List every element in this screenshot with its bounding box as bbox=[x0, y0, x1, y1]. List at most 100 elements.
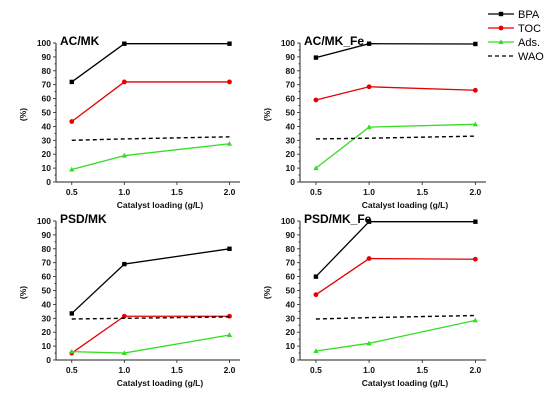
series-wao bbox=[71, 316, 230, 320]
y-tick-label: 80 bbox=[286, 66, 296, 76]
x-tick-label: 2.0 bbox=[469, 187, 481, 197]
legend-label: TOC bbox=[518, 23, 541, 35]
series-line-bpa bbox=[71, 43, 230, 83]
data-point-bpa bbox=[227, 41, 232, 46]
y-tick-label: 0 bbox=[46, 355, 51, 365]
data-point-toc bbox=[472, 256, 478, 262]
data-point-bpa bbox=[69, 311, 74, 316]
series-line-bpa bbox=[315, 221, 476, 278]
x-tick-label: 0.5 bbox=[66, 365, 78, 375]
data-point-bpa bbox=[227, 246, 232, 251]
y-tick-label: 40 bbox=[42, 299, 52, 309]
x-axis-label: Catalyst loading (g/L) bbox=[362, 378, 449, 388]
y-tick-label: 10 bbox=[42, 163, 52, 173]
data-point-toc bbox=[313, 97, 319, 103]
series-line-ads bbox=[71, 143, 230, 171]
y-tick-label: 30 bbox=[286, 313, 296, 323]
series-toc bbox=[69, 79, 232, 124]
x-tick-label: 0.5 bbox=[310, 365, 322, 375]
y-tick-label: 50 bbox=[286, 286, 296, 296]
data-point-ads bbox=[226, 140, 233, 146]
data-point-bpa bbox=[313, 274, 319, 279]
data-point-ads bbox=[472, 121, 478, 127]
x-tick-label: 1.0 bbox=[363, 187, 375, 197]
series-line-toc bbox=[71, 81, 230, 123]
series-line-toc bbox=[71, 315, 230, 354]
y-tick-label: 90 bbox=[286, 52, 296, 62]
y-tick-label: 100 bbox=[281, 38, 295, 48]
y-tick-label: 50 bbox=[42, 286, 52, 296]
data-point-toc bbox=[69, 119, 75, 124]
series-line-bpa bbox=[71, 248, 230, 314]
x-axis-label: Catalyst loading (g/L) bbox=[117, 200, 204, 210]
series-ads bbox=[69, 140, 233, 172]
panel-title: PSD/MK_Fe bbox=[304, 212, 372, 226]
data-point-ads bbox=[472, 317, 478, 323]
series-wao bbox=[315, 135, 476, 140]
y-tick-label: 30 bbox=[42, 135, 52, 145]
data-point-toc bbox=[366, 84, 372, 90]
y-tick-label: 30 bbox=[42, 313, 52, 323]
y-tick-label: 50 bbox=[42, 108, 52, 118]
x-tick-label: 1.0 bbox=[118, 187, 130, 197]
series-line-toc bbox=[315, 86, 476, 101]
chart-panel-psd-mk-fe: 0 10 20 30 40 50 60 70 80 90 100 0.5 1.0 1.5 2.0 Cataly… bbox=[262, 212, 486, 388]
data-point-bpa bbox=[69, 79, 74, 85]
y-tick-label: 10 bbox=[286, 163, 296, 173]
y-axis-label: (%) bbox=[18, 286, 28, 299]
x-tick-label: 1.5 bbox=[171, 365, 183, 375]
y-axis-label: (%) bbox=[262, 286, 272, 299]
series-ads bbox=[69, 332, 233, 356]
y-tick-label: 100 bbox=[37, 216, 51, 226]
y-tick-label: 70 bbox=[42, 80, 52, 90]
y-tick-label: 70 bbox=[286, 80, 296, 90]
series-bpa bbox=[69, 41, 232, 85]
data-point-ads bbox=[313, 165, 319, 171]
y-tick-label: 40 bbox=[286, 299, 296, 309]
y-tick-label: 90 bbox=[286, 230, 296, 240]
panel-title: AC/MK bbox=[60, 34, 100, 48]
data-point-ads bbox=[69, 348, 75, 354]
legend-label: Ads. bbox=[518, 37, 540, 49]
data-point-ads bbox=[69, 166, 75, 172]
series-line-wao bbox=[71, 316, 230, 320]
data-point-toc bbox=[227, 79, 232, 85]
legend-marker bbox=[498, 39, 504, 44]
y-tick-label: 60 bbox=[286, 272, 296, 282]
series-bpa bbox=[313, 219, 478, 279]
series-line-ads bbox=[315, 319, 476, 352]
legend-label: WAO bbox=[518, 51, 544, 63]
chart-panel-ac-mk-fe: 0 10 20 30 40 50 60 70 80 90 100 0.5 1.0 1.5 2.0 Cataly… bbox=[262, 34, 486, 210]
series-line-wao bbox=[71, 136, 230, 141]
data-point-bpa bbox=[313, 55, 319, 60]
data-point-toc bbox=[121, 313, 127, 319]
y-tick-label: 70 bbox=[286, 258, 296, 268]
y-tick-label: 20 bbox=[42, 149, 52, 159]
series-line-wao bbox=[315, 135, 476, 140]
chart-panels: 0 10 20 30 40 50 60 70 80 90 100 0.5 1.0 1.5 2.0 Cataly… bbox=[18, 34, 486, 388]
legend-entry-ads: Ads. bbox=[488, 37, 540, 49]
series-wao bbox=[71, 136, 230, 141]
data-point-bpa bbox=[366, 219, 372, 224]
chart-panel-ac-mk: 0 10 20 30 40 50 60 70 80 90 100 0.5 1.0 1.5 2.0 Cataly… bbox=[18, 34, 240, 210]
series-toc bbox=[69, 313, 232, 356]
x-tick-label: 1.5 bbox=[416, 365, 428, 375]
y-tick-label: 90 bbox=[42, 52, 52, 62]
y-tick-label: 60 bbox=[286, 94, 296, 104]
series-toc bbox=[313, 256, 478, 298]
x-axis-label: Catalyst loading (g/L) bbox=[117, 378, 204, 388]
data-point-ads bbox=[366, 124, 372, 130]
series-line-toc bbox=[315, 257, 476, 296]
y-tick-label: 50 bbox=[286, 108, 296, 118]
series-toc bbox=[313, 84, 478, 103]
x-tick-label: 1.5 bbox=[171, 187, 183, 197]
data-point-toc bbox=[313, 292, 319, 298]
x-tick-label: 0.5 bbox=[66, 187, 78, 197]
legend-entry-toc: TOC bbox=[488, 23, 541, 35]
data-point-ads bbox=[121, 152, 127, 158]
y-tick-label: 20 bbox=[286, 327, 296, 337]
data-point-ads bbox=[121, 350, 127, 356]
x-tick-label: 0.5 bbox=[310, 187, 322, 197]
series-bpa bbox=[313, 41, 478, 60]
